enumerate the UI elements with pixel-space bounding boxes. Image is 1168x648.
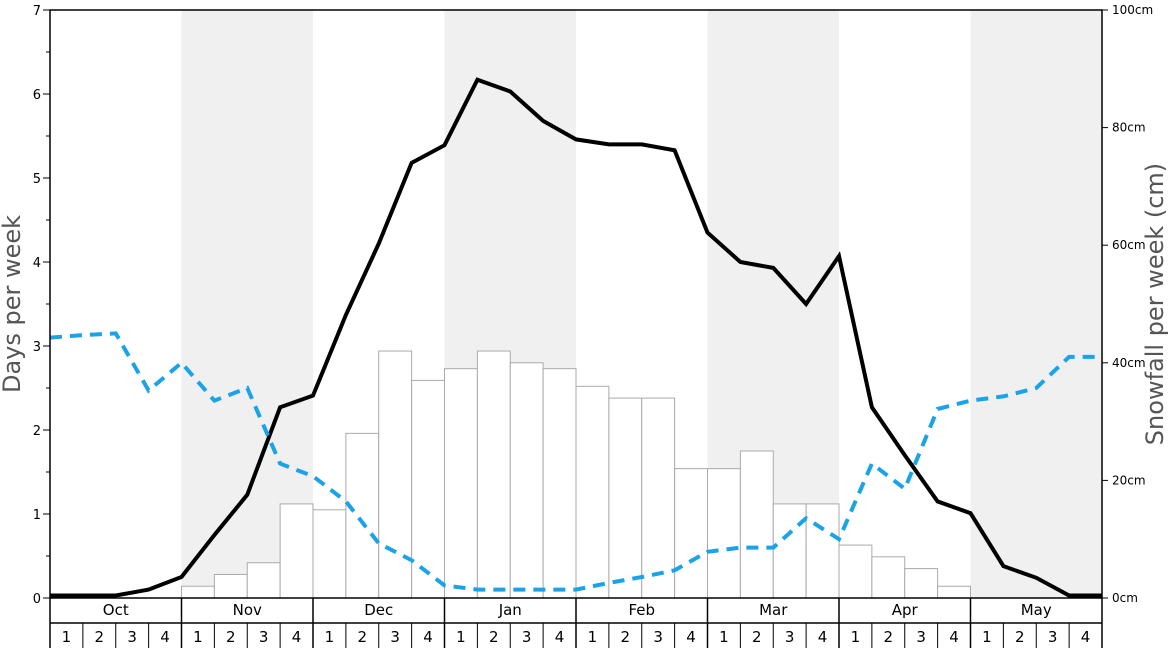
month-label-dec: Dec <box>364 601 393 619</box>
right-tick-label: 80cm <box>1112 121 1146 135</box>
week-row: 1 2 3 4 1 2 3 4 1 2 3 4 1 2 3 4 1 2 3 4 1 2 3 4 1 2 3 4 1 2 3 4 <box>62 623 1091 648</box>
right-tick-label: 40cm <box>1112 356 1146 370</box>
month-label-mar: Mar <box>759 601 788 619</box>
left-tick-label: 3 <box>33 340 41 355</box>
solid-series-line <box>50 77 1102 598</box>
week-label: 4 <box>949 628 959 646</box>
snowfall-bar <box>937 585 971 599</box>
right-axis: 0cm 20cm 40cm 60cm 80cm 100cm <box>1102 3 1153 605</box>
snowfall-bar <box>641 397 676 599</box>
week-label: 2 <box>95 628 105 646</box>
week-label: 1 <box>193 628 203 646</box>
right-tick-label: 0cm <box>1112 591 1138 605</box>
week-label: 2 <box>489 628 499 646</box>
snowfall-bar <box>279 503 314 599</box>
left-axis-label: Days per week <box>0 215 26 393</box>
left-tick-label: 4 <box>33 256 41 271</box>
left-tick-label: 5 <box>33 172 41 187</box>
week-label: 2 <box>752 628 762 646</box>
snowfall-bar <box>805 503 840 599</box>
week-label: 2 <box>884 628 894 646</box>
snowfall-bar <box>838 544 873 599</box>
snowfall-bar <box>411 379 445 599</box>
snowfall-bar <box>444 368 478 599</box>
week-label: 1 <box>325 628 335 646</box>
week-label: 4 <box>423 628 433 646</box>
week-label: 1 <box>62 628 72 646</box>
left-tick-label: 6 <box>33 88 41 103</box>
month-label-nov: Nov <box>233 601 262 619</box>
snowfall-bar <box>509 362 544 599</box>
left-tick-label: 2 <box>33 424 41 439</box>
series-lines <box>49 77 1102 598</box>
snowfall-bar <box>575 385 610 599</box>
week-label: 2 <box>226 628 236 646</box>
week-label: 4 <box>292 628 302 646</box>
week-label: 4 <box>818 628 828 646</box>
month-label-oct: Oct <box>103 601 129 619</box>
week-label: 1 <box>851 628 861 646</box>
snowfall-bar <box>904 568 939 599</box>
right-tick-label: 100cm <box>1112 3 1153 17</box>
snowfall-bar <box>181 585 215 599</box>
week-label: 4 <box>1081 628 1091 646</box>
week-label: 2 <box>621 628 631 646</box>
month-label-feb: Feb <box>628 601 655 619</box>
snowfall-bar <box>674 468 708 599</box>
week-label: 3 <box>127 628 137 646</box>
snowfall-bar <box>707 468 741 599</box>
snowfall-bar <box>378 350 413 599</box>
left-tick-label: 1 <box>33 508 41 523</box>
snowfall-bar <box>312 509 347 599</box>
right-axis-label: Snowfall per week (cm) <box>1141 163 1168 445</box>
week-label: 3 <box>653 628 663 646</box>
snowfall-bar <box>345 432 380 599</box>
snowfall-bar <box>739 450 774 599</box>
week-label: 4 <box>160 628 170 646</box>
month-label-may: May <box>1021 601 1052 619</box>
snowfall-bar <box>608 397 643 599</box>
month-row: Oct Nov Dec Jan Feb Mar Apr May <box>49 598 1103 648</box>
week-label: 3 <box>522 628 532 646</box>
snowfall-bars <box>181 350 971 599</box>
week-label: 3 <box>259 628 269 646</box>
week-label: 3 <box>916 628 926 646</box>
week-label: 3 <box>785 628 795 646</box>
month-shade-may <box>970 10 1102 598</box>
right-tick-label: 20cm <box>1112 473 1146 487</box>
dashed-series-line <box>49 331 1102 592</box>
week-label: 1 <box>982 628 992 646</box>
week-label: 1 <box>719 628 729 646</box>
snowfall-bar <box>476 350 511 599</box>
month-label-apr: Apr <box>892 601 919 619</box>
week-label: 4 <box>686 628 696 646</box>
week-label: 2 <box>1015 628 1025 646</box>
week-label: 3 <box>1048 628 1058 646</box>
left-axis: 0 1 2 3 4 5 6 7 <box>33 4 50 607</box>
snowfall-bar <box>772 503 807 599</box>
week-label: 1 <box>456 628 466 646</box>
right-tick-label: 60cm <box>1112 238 1146 252</box>
snowfall-bar <box>871 556 906 599</box>
week-label: 3 <box>390 628 400 646</box>
week-label: 1 <box>588 628 598 646</box>
week-label: 4 <box>555 628 565 646</box>
left-tick-label: 7 <box>33 4 41 19</box>
snowfall-bar <box>213 573 248 599</box>
month-shade-nov <box>181 10 313 598</box>
month-shading <box>181 10 1102 598</box>
week-label: 2 <box>358 628 368 646</box>
snowfall-bar <box>542 368 577 599</box>
snowfall-bar <box>246 562 281 599</box>
left-tick-label: 0 <box>33 592 41 607</box>
month-label-jan: Jan <box>498 601 522 619</box>
